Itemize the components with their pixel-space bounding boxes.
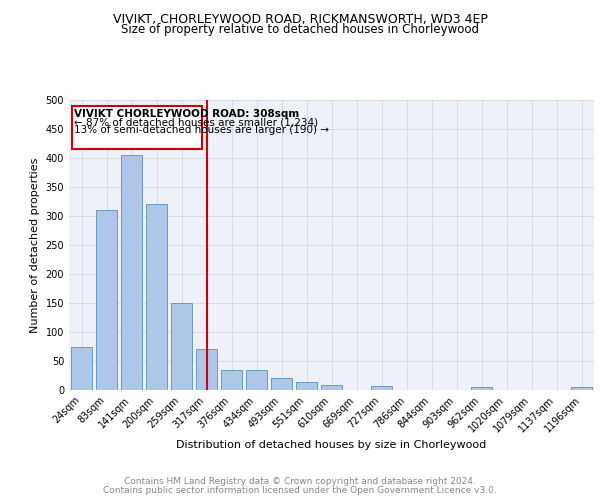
FancyBboxPatch shape bbox=[71, 106, 202, 150]
X-axis label: Distribution of detached houses by size in Chorleywood: Distribution of detached houses by size … bbox=[176, 440, 487, 450]
Text: Contains HM Land Registry data © Crown copyright and database right 2024.: Contains HM Land Registry data © Crown c… bbox=[124, 478, 476, 486]
Bar bbox=[146, 204, 167, 390]
Bar bbox=[296, 382, 317, 390]
Bar bbox=[371, 386, 392, 390]
Bar bbox=[196, 350, 217, 390]
Bar bbox=[271, 378, 292, 390]
Text: Contains public sector information licensed under the Open Government Licence v3: Contains public sector information licen… bbox=[103, 486, 497, 495]
Bar bbox=[321, 386, 342, 390]
Bar bbox=[96, 210, 117, 390]
Bar bbox=[121, 155, 142, 390]
Text: Size of property relative to detached houses in Chorleywood: Size of property relative to detached ho… bbox=[121, 22, 479, 36]
Y-axis label: Number of detached properties: Number of detached properties bbox=[30, 158, 40, 332]
Bar bbox=[171, 303, 192, 390]
Text: VIVIKT CHORLEYWOOD ROAD: 308sqm: VIVIKT CHORLEYWOOD ROAD: 308sqm bbox=[74, 108, 299, 118]
Bar bbox=[571, 387, 592, 390]
Bar bbox=[471, 387, 492, 390]
Text: 13% of semi-detached houses are larger (190) →: 13% of semi-detached houses are larger (… bbox=[74, 125, 329, 135]
Text: ← 87% of detached houses are smaller (1,234): ← 87% of detached houses are smaller (1,… bbox=[74, 118, 318, 128]
Bar bbox=[221, 370, 242, 390]
Bar bbox=[71, 346, 92, 390]
Bar bbox=[246, 370, 267, 390]
Text: VIVIKT, CHORLEYWOOD ROAD, RICKMANSWORTH, WD3 4EP: VIVIKT, CHORLEYWOOD ROAD, RICKMANSWORTH,… bbox=[113, 12, 487, 26]
